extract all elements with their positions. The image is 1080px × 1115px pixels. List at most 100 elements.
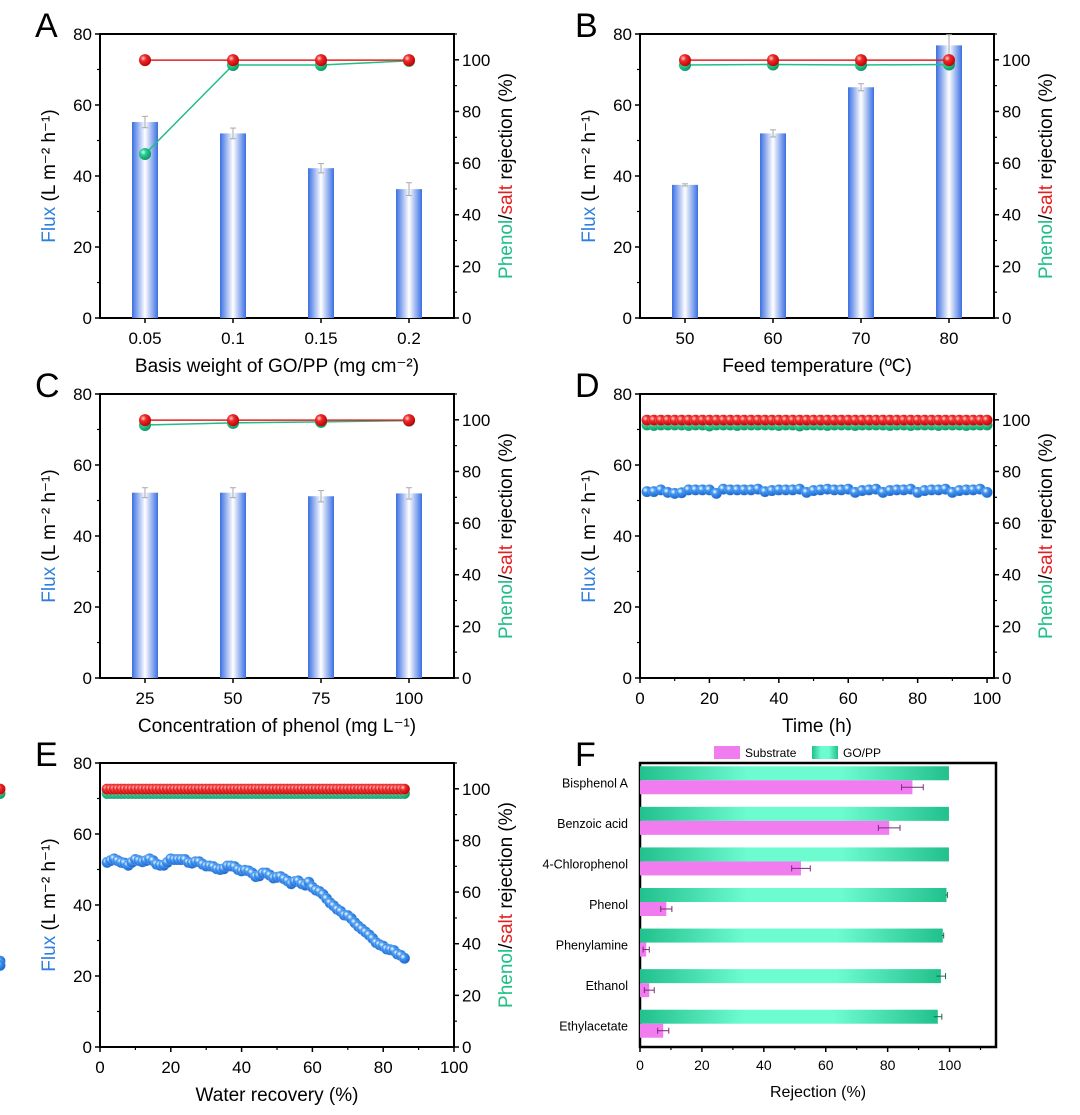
phenol-rejection-point	[139, 148, 151, 161]
panel-f: F 0 20 40 60 80 100 Rejection (%) Bisphenol A Ben…	[543, 736, 998, 1101]
salt-rejection-point	[227, 54, 239, 67]
x-tick-label: 0	[636, 1057, 644, 1073]
y2-tick-label: 20	[1002, 617, 1021, 636]
flux-bar	[220, 492, 246, 678]
flux-bar	[132, 492, 158, 678]
flux-unit-part: (L m⁻² h⁻¹)	[579, 469, 600, 566]
salt-rejection-point	[403, 54, 415, 67]
rejection-label-part: salt	[496, 184, 517, 214]
y2-tick-label: 100	[1002, 51, 1030, 70]
y-tick-label: 0	[83, 309, 92, 328]
salt-rejection-point	[943, 54, 955, 67]
y-tick-label: 0	[83, 1038, 92, 1057]
legend-label-substrate: Substrate	[745, 746, 797, 760]
y2-tick-label: 60	[462, 154, 481, 173]
x-tick-label: 0	[95, 1058, 104, 1077]
substrate-bar	[640, 820, 890, 835]
category-label: Ethylacetate	[559, 1020, 628, 1034]
y-tick-label: 80	[613, 385, 632, 404]
salt-rejection-point	[139, 414, 151, 427]
x-tick-label: 20	[161, 1058, 180, 1077]
category-label: Bisphenol A	[562, 776, 629, 790]
rejection-label-part: salt	[496, 544, 517, 574]
y2-tick-label: 20	[1002, 257, 1021, 276]
y-tick-label: 20	[73, 598, 92, 617]
x-tick-label: 60	[839, 689, 858, 708]
x-tick-label: 0	[635, 689, 644, 708]
rejection-label-part: rejection (%)	[496, 433, 517, 545]
x-tick-label: 70	[852, 329, 871, 348]
flux-bar	[672, 184, 698, 318]
y2-tick-label: 40	[462, 566, 481, 585]
y2-tick-label: 80	[462, 462, 481, 481]
y-tick-label: 40	[73, 167, 92, 186]
y2-axis-label: Phenol/salt rejection (%)	[496, 433, 517, 639]
panel-label: A	[35, 7, 58, 45]
x-tick-label: 0.05	[128, 329, 161, 348]
y-tick-label: 0	[83, 669, 92, 688]
x-tick-label: 60	[818, 1057, 834, 1073]
x-tick-label: 80	[908, 689, 927, 708]
y2-tick-label: 0	[462, 669, 471, 688]
flux-unit-part: (L m⁻² h⁻¹)	[39, 838, 60, 935]
salt-rejection-point	[315, 414, 327, 427]
x-tick-label: 40	[232, 1058, 251, 1077]
y2-axis-label: Phenol/salt rejection (%)	[496, 802, 517, 1008]
rejection-label-part: salt	[1036, 184, 1057, 214]
y-tick-label: 60	[73, 456, 92, 475]
y2-tick-label: 80	[462, 831, 481, 850]
y-tick-label: 0	[623, 309, 632, 328]
y2-axis-label: Phenol/salt rejection (%)	[496, 73, 517, 279]
y2-tick-label: 100	[462, 780, 490, 799]
legend-label-gopp: GO/PP	[843, 746, 881, 760]
y2-tick-label: 0	[1002, 309, 1011, 328]
plot-frame	[638, 761, 998, 1049]
y2-tick-label: 100	[462, 411, 490, 430]
salt-point	[981, 414, 993, 426]
x-tick-label: 100	[395, 689, 423, 708]
category-label: 4-Chlorophenol	[543, 857, 628, 871]
flux-unit-part: (L m⁻² h⁻¹)	[39, 469, 60, 566]
flux-bar	[396, 189, 422, 318]
flux-unit-part: (L m⁻² h⁻¹)	[579, 109, 600, 206]
category-label: Phenol	[589, 898, 628, 912]
y-tick-label: 20	[613, 238, 632, 257]
y2-tick-label: 0	[1002, 669, 1011, 688]
salt-rejection-point	[227, 414, 239, 427]
rejection-label-part: /	[1036, 214, 1057, 220]
salt-point	[398, 783, 411, 795]
rejection-label-part: /	[496, 574, 517, 580]
rejection-label-part: rejection (%)	[1036, 433, 1057, 545]
x-tick-label: 100	[440, 1058, 468, 1077]
y-axis-label: Flux (L m⁻² h⁻¹)	[39, 838, 60, 971]
salt-point	[0, 783, 6, 795]
panel-e: 0 20 40 60 80 0 20 40 60 80 100 Flux (L m⁻² h⁻¹) Phe…	[0, 736, 517, 1106]
x-tick-label: 50	[676, 329, 695, 348]
salt-rejection-point	[139, 54, 151, 67]
y-tick-label: 40	[73, 896, 92, 915]
rejection-label-part: rejection (%)	[496, 802, 517, 914]
x-axis-label: Basis weight of GO/PP (mg cm⁻²)	[135, 356, 419, 377]
y2-tick-label: 80	[1002, 462, 1021, 481]
y2-tick-label: 100	[462, 51, 490, 70]
substrate-bar	[640, 780, 913, 795]
y-tick-label: 80	[73, 385, 92, 404]
x-tick-label: 100	[938, 1057, 962, 1073]
x-tick-label: 20	[694, 1057, 710, 1073]
salt-rejection-point	[767, 54, 779, 67]
rejection-label-part: Phenol	[1036, 220, 1057, 279]
panel-label: D	[575, 367, 600, 405]
y-tick-label: 20	[613, 598, 632, 617]
y2-tick-label: 40	[462, 935, 481, 954]
y-tick-label: 0	[623, 669, 632, 688]
substrate-bar	[640, 902, 667, 916]
substrate-bar	[640, 861, 801, 876]
flux-label-part: Flux	[579, 566, 600, 602]
salt-rejection-point	[315, 54, 327, 67]
rejection-label-part: /	[496, 943, 517, 949]
flux-label-part: Flux	[39, 566, 60, 602]
y2-tick-label: 60	[1002, 514, 1021, 533]
x-tick-label: 40	[769, 689, 788, 708]
x-axis-label: Concentration of phenol (mg L⁻¹)	[138, 716, 416, 737]
